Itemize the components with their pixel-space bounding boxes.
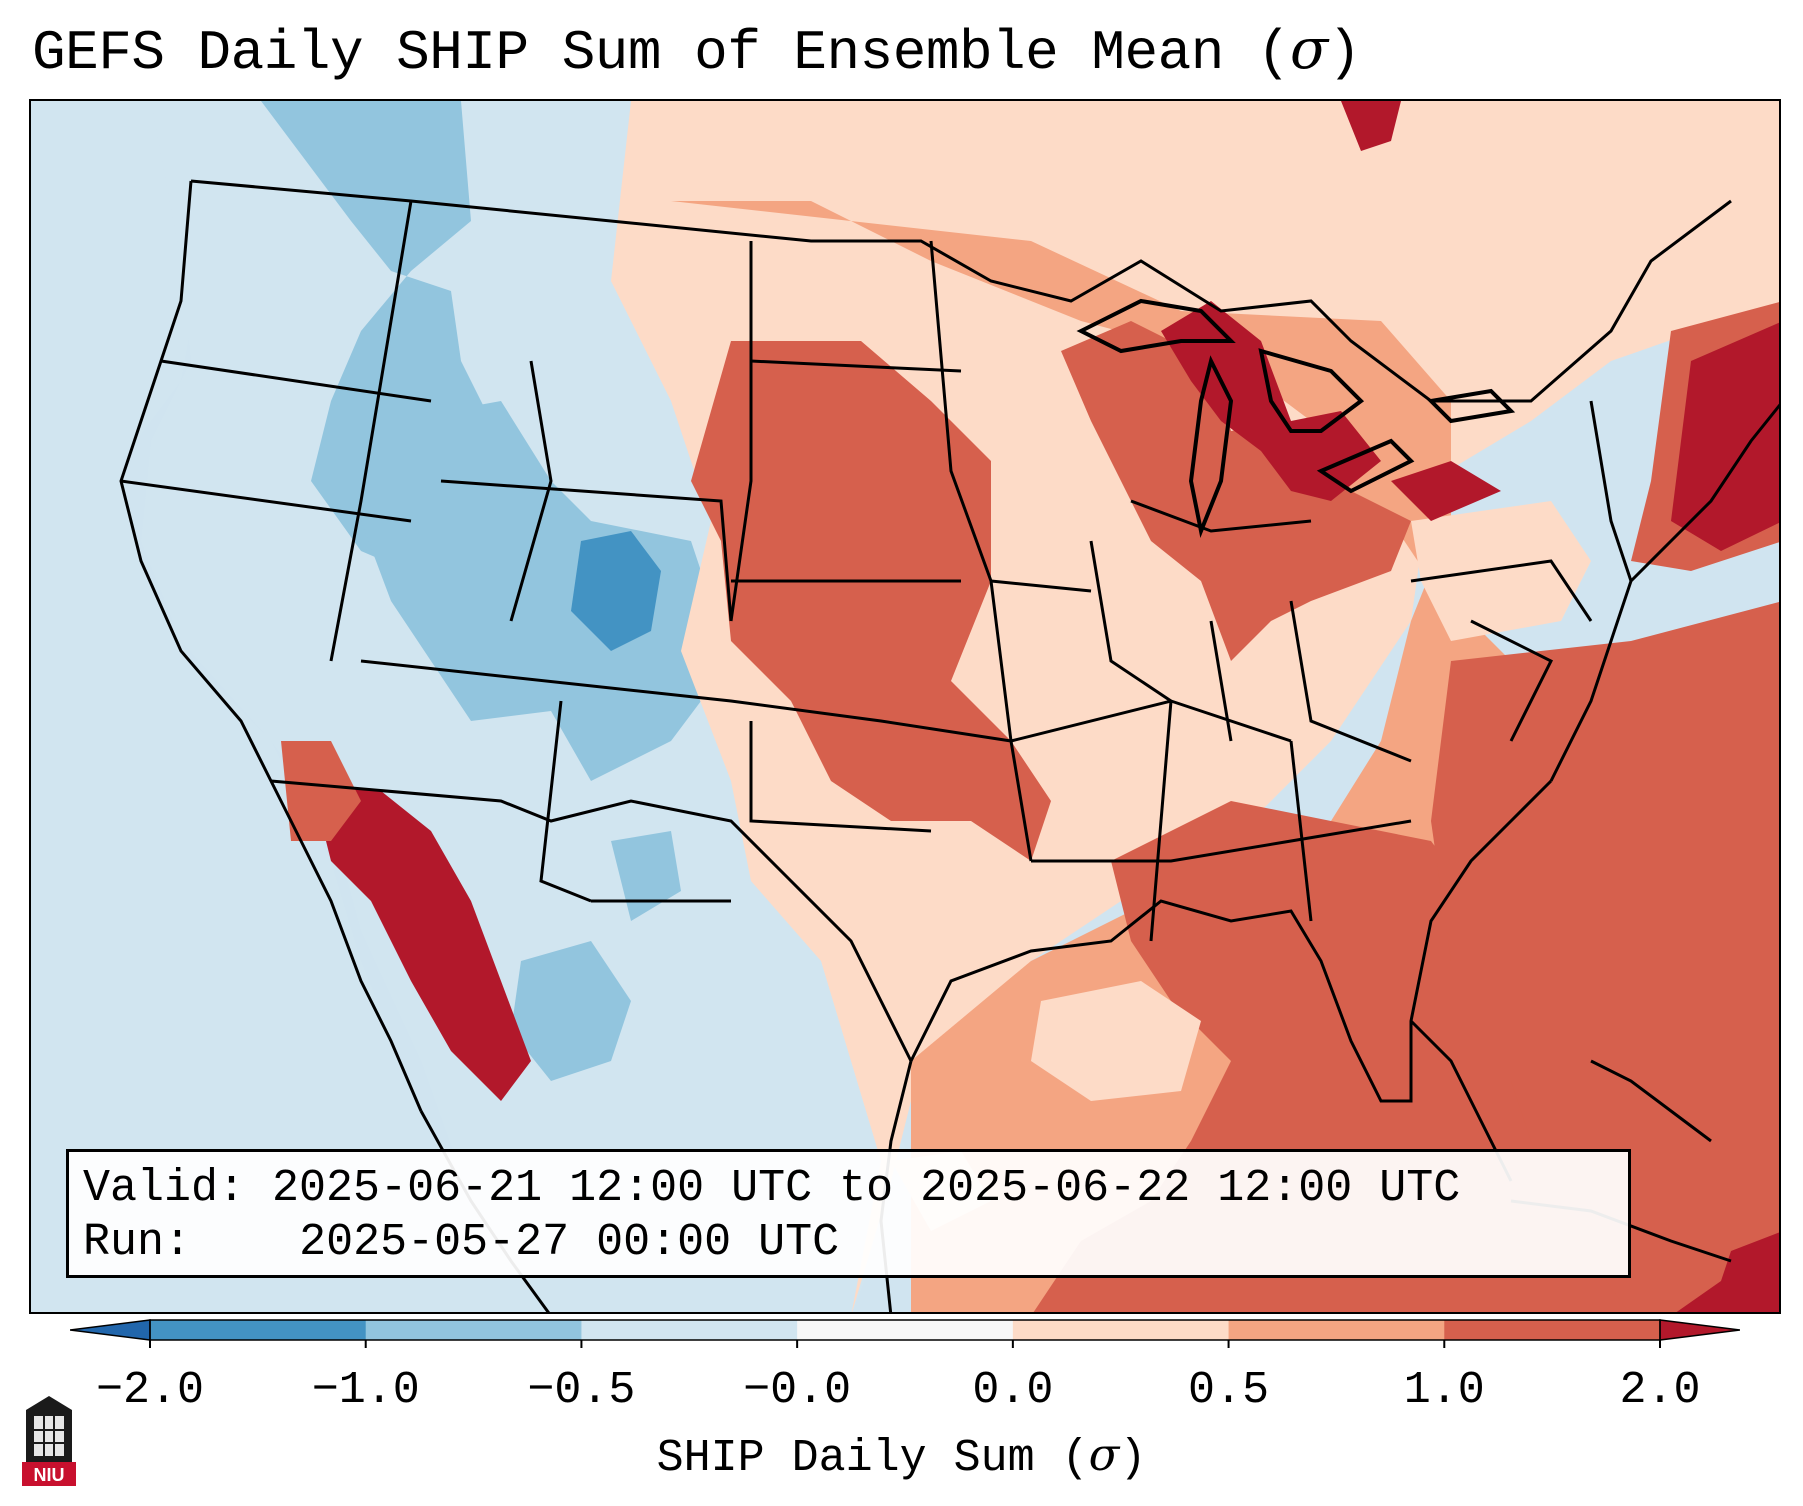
canada-light-patch: [1371, 101, 1611, 311]
arizona-mid-blue: [611, 831, 681, 921]
us-canada-border: [190, 179, 1732, 403]
colorbar-tick-label-6: 1.0: [1403, 1365, 1485, 1416]
valid-run-info-box: Valid: 2025-06-21 12:00 UTC to 2025-06-2…: [66, 1149, 1631, 1278]
colorbar-bin-3: [797, 1320, 1014, 1340]
atlantic-coast: [1549, 403, 1779, 782]
state-line-1: [329, 200, 413, 662]
california-dark-red: [311, 781, 531, 1101]
gulf-light-patch: [1031, 981, 1201, 1101]
california-red-fringe: [281, 741, 361, 841]
pacific-region: [31, 101, 549, 1312]
state-line-15: [1031, 819, 1412, 863]
great-lakes-red: [1061, 321, 1411, 661]
colorbar-bin-0: [150, 1320, 367, 1340]
colorbar-over-arrow: [1659, 1319, 1740, 1341]
run-row: Run: 2025-05-27 00:00 UTC: [83, 1216, 1614, 1270]
colorbar-tick-label-1: −1.0: [311, 1365, 420, 1416]
colorbar-bins: [150, 1320, 1661, 1340]
state-line-21: [1410, 559, 1593, 622]
great-lakes-outline: [1076, 298, 1516, 538]
valid-row: Valid: 2025-06-21 12:00 UTC to 2025-06-2…: [83, 1162, 1614, 1216]
lake-superior: [1076, 298, 1236, 354]
map-panel: [29, 99, 1781, 1314]
atlantic-red: [1431, 602, 1779, 1312]
ohio-light-patch: [1411, 501, 1591, 641]
state-line-18: [1089, 540, 1172, 703]
colorbar-tick-label-4: 0.0: [972, 1365, 1054, 1416]
colorbar-tick-label-5: 0.5: [1188, 1365, 1270, 1416]
state-line-6: [360, 659, 1012, 743]
state-line-17: [1289, 740, 1313, 922]
state-line-8: [750, 359, 962, 373]
lake-erie: [1316, 438, 1415, 494]
colorbar-tick-label-3: −0.0: [743, 1365, 852, 1416]
niu-logo: NIU: [22, 1396, 76, 1486]
plains-red: [691, 341, 1051, 861]
caribbean-dark-red: [1676, 1232, 1779, 1312]
state-line-11: [749, 721, 932, 833]
colorbar-bin-2: [581, 1320, 798, 1340]
map-canvas: [31, 101, 1779, 1312]
colorbar-tick-marks: [149, 1340, 1661, 1348]
northeast-dark-red: [1671, 322, 1779, 551]
state-line-3: [120, 479, 412, 523]
colorbar-bin-5: [1228, 1320, 1445, 1340]
state-line-12: [539, 700, 592, 903]
colorbar-under-arrow: [70, 1319, 151, 1341]
state-line-24: [990, 579, 1092, 593]
colorbar-bin-1: [365, 1320, 582, 1340]
state-line-16: [1149, 700, 1173, 942]
colorbar-label: SHIP Daily Sum (σ): [656, 1428, 1147, 1484]
lake-michigan: [1188, 355, 1234, 538]
state-line-20: [1289, 600, 1412, 763]
map-title: GEFS Daily SHIP Sum of Ensemble Mean (σ): [32, 17, 1361, 85]
colorbar-bin-4: [1012, 1320, 1230, 1340]
colorbar-bin-6: [1444, 1320, 1661, 1340]
state-line-19: [1209, 620, 1233, 742]
colorbar-outline: [149, 1319, 1661, 1341]
lake-ontario: [1426, 388, 1516, 424]
state-line-23: [1470, 619, 1554, 742]
state-line-25: [1130, 499, 1312, 533]
pacific-coast: [119, 180, 423, 1112]
gulf-coast: [909, 779, 1553, 1103]
colorbar-tick-label-7: 2.0: [1619, 1365, 1701, 1416]
run-value: 2025-05-27 00:00 UTC: [299, 1217, 840, 1268]
state-line-2: [160, 359, 432, 403]
valid-value: 2025-06-21 12:00 UTC to 2025-06-22 12:00…: [272, 1163, 1461, 1214]
hudson-bay-dark-red: [1341, 101, 1401, 151]
colorado-dark-blue: [571, 531, 661, 651]
valid-label: Valid:: [83, 1163, 246, 1214]
utah-colorado-mid-blue: [361, 401, 731, 781]
mexico-mid-blue: [511, 941, 631, 1081]
niu-logo-text: NIU: [34, 1465, 65, 1485]
bahamas-outline: [1590, 1059, 1712, 1143]
state-line-7: [729, 241, 753, 622]
state-line-4: [440, 479, 733, 622]
lake-huron: [1258, 348, 1365, 433]
state-line-22: [1589, 400, 1633, 582]
boundary-lines: [119, 179, 1779, 1312]
run-label: Run:: [83, 1217, 192, 1268]
colorbar-tick-label-2: −0.5: [527, 1365, 636, 1416]
colorbar-tick-label-0: −2.0: [95, 1365, 205, 1416]
lake-ontario-dark-red: [1391, 461, 1501, 521]
colorbar: [70, 1319, 1740, 1348]
us-mexico-border: [270, 779, 913, 1062]
state-line-5: [509, 360, 553, 622]
